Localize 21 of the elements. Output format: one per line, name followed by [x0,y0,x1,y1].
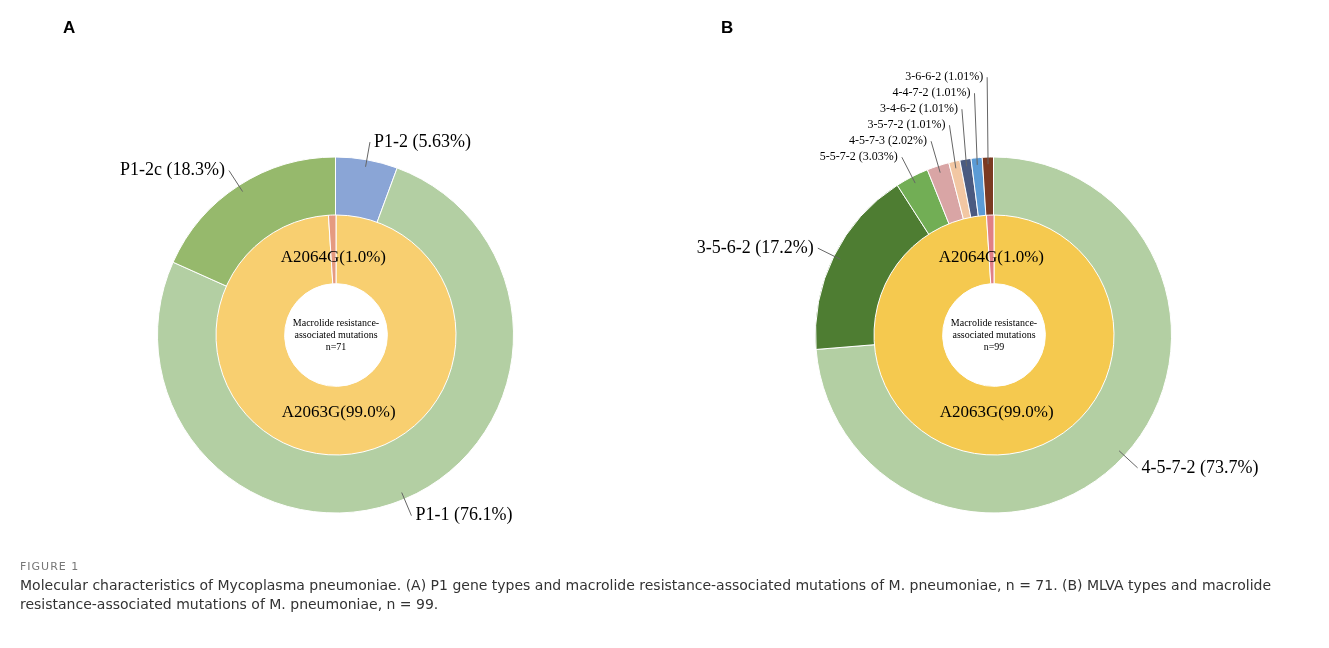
text: Macrolide resistance-associated mutations n=71 [292,316,379,352]
slice-label: 3-5-6-2 (17.2%) [696,236,814,258]
slice-label: 4-4-7-2 (1.01%) [892,85,971,100]
slice-label: A2064G(1.0%) [938,246,1044,266]
slice-label: A2063G(99.0%) [281,402,396,422]
chart-title: A [63,18,76,38]
caption: FIGURE 1 [20,559,81,575]
slice-label: 4-5-7-3 (2.02%) [849,133,928,148]
slice-label: A2063G(99.0%) [939,402,1054,422]
slice-label: 5-5-7-2 (3.03%) [819,149,898,164]
slice-label: 4-5-7-2 (73.7%) [1141,456,1259,478]
text: Molecular characteristics of Mycoplasma pneumoniae. (A) P1 gene types and macrolide resistance-associated mutations of M. pneumoniae, n = 71. (B) MLVA types and macrolide resistance-associated mutations of M. pneumoniae, n = 99. [20,576,1273,614]
chart-title: B [721,18,734,38]
slice-label: P1-2c (18.3%) [119,159,225,181]
slice-label: 3-4-6-2 (1.01%) [879,101,958,116]
slice-label: 3-6-6-2 (1.01%) [905,69,984,84]
slice-label: 3-5-7-2 (1.01%) [867,117,946,132]
slice-label: P1-2 (5.63%) [373,130,471,152]
slice-label: A2064G(1.0%) [280,246,386,266]
slice-label: P1-1 (76.1%) [415,504,513,526]
text: Macrolide resistance-associated mutations n=99 [950,316,1037,352]
